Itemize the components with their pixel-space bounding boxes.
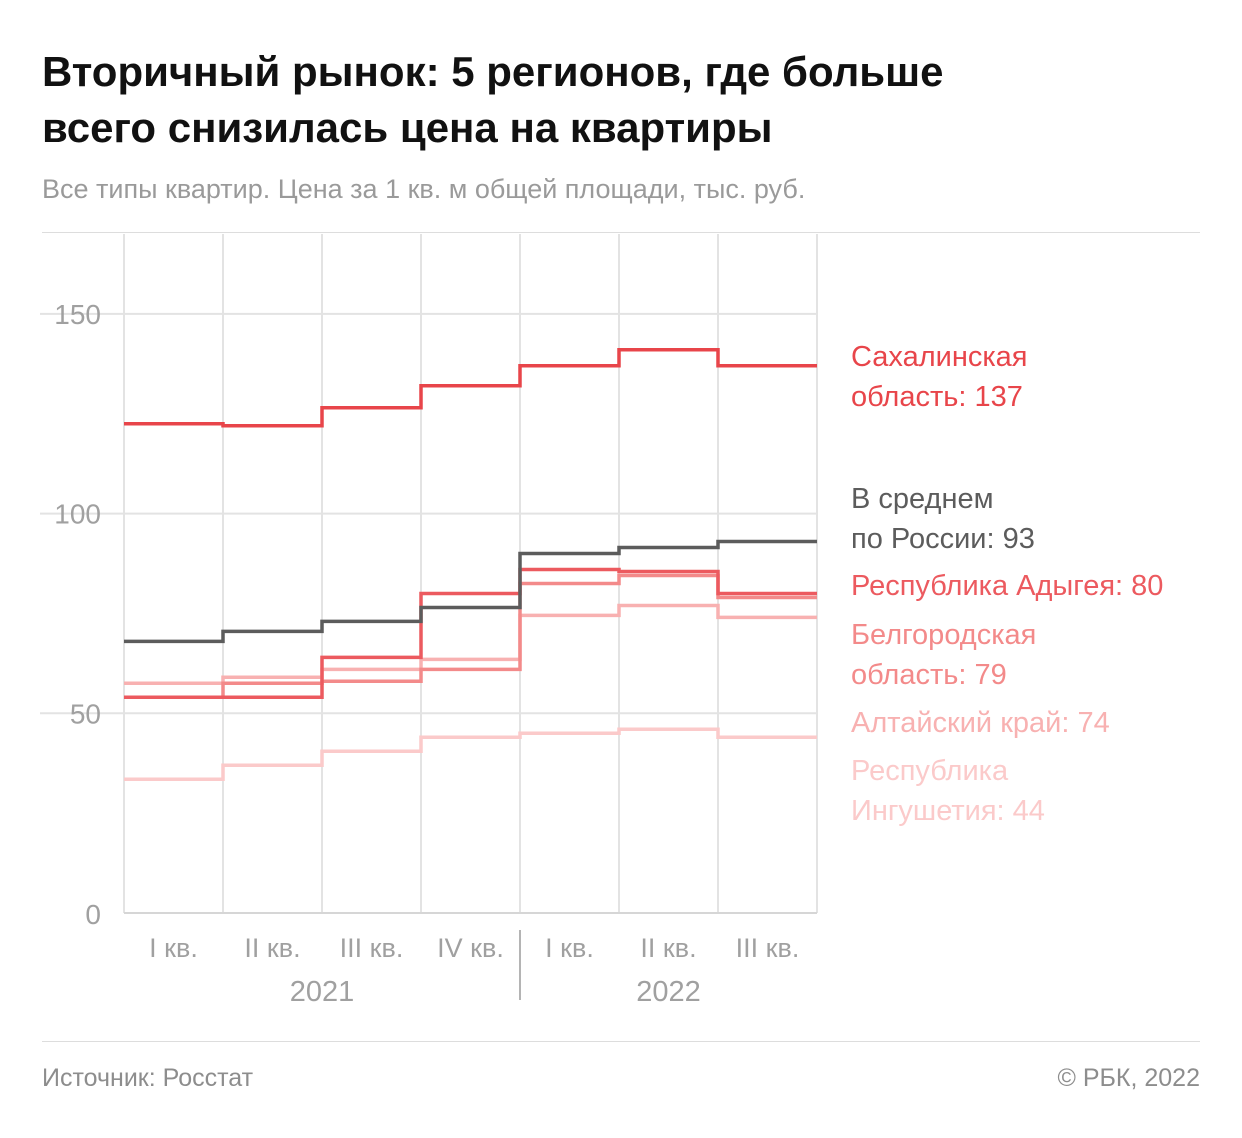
chart-subtitle: Все типы квартир. Цена за 1 кв. м общей … — [42, 174, 806, 204]
title-line-1: Вторичный рынок: 5 регионов, где больше — [42, 48, 944, 95]
year-label: 2021 — [290, 976, 355, 1008]
x-tick-label: IV кв. — [437, 933, 504, 963]
source-note: Источник: Росстат — [42, 1064, 254, 1092]
x-tick-label: III кв. — [340, 933, 404, 963]
series-label-line: Республика Адыгея: 80 — [851, 570, 1163, 602]
x-tick-label: II кв. — [244, 933, 300, 963]
series-label: Сахалинская область: 137 — [851, 341, 1028, 413]
series-line — [124, 603, 817, 686]
series-label-line: Ингушетия: 44 — [851, 795, 1045, 827]
title-line-2: всего снизилась цена на квартиры — [42, 104, 773, 151]
series-label: Белгородская область: 79 — [851, 619, 1036, 691]
x-tick-label: II кв. — [640, 933, 696, 963]
series-label-line: область: 137 — [851, 381, 1023, 413]
year-label: 2022 — [636, 976, 701, 1008]
series-label-line: В среднем — [851, 483, 994, 515]
x-tick-label: I кв. — [149, 933, 198, 963]
y-tick-label: 150 — [54, 299, 101, 330]
series-label: Республика Ингушетия: 44 — [851, 755, 1045, 827]
series-line — [124, 727, 817, 781]
series-label-line: область: 79 — [851, 659, 1007, 691]
series-label: Алтайский край: 74 — [851, 707, 1110, 739]
series-line — [124, 539, 817, 644]
y-tick-label: 100 — [54, 499, 101, 530]
series-label-line: Алтайский край: 74 — [851, 707, 1110, 739]
series-label-line: Республика — [851, 755, 1009, 787]
x-tick-label: I кв. — [545, 933, 594, 963]
series-line — [124, 348, 817, 428]
bottom-divider — [42, 1041, 1200, 1042]
series-label: Республика Адыгея: 80 — [851, 570, 1163, 602]
top-divider — [42, 232, 1200, 233]
series-label-line: по России: 93 — [851, 523, 1035, 555]
y-tick-label: 50 — [70, 698, 101, 729]
copyright-note: © РБК, 2022 — [1057, 1064, 1200, 1092]
chart-title: Вторичный рынок: 5 регионов, где больше … — [42, 44, 1202, 156]
x-tick-label: III кв. — [736, 933, 800, 963]
series-label-line: Белгородская — [851, 619, 1036, 651]
y-tick-label: 0 — [85, 899, 101, 930]
series-line — [124, 573, 817, 700]
series-label: В среднем по России: 93 — [851, 483, 1035, 555]
series-label-line: Сахалинская — [851, 341, 1028, 373]
